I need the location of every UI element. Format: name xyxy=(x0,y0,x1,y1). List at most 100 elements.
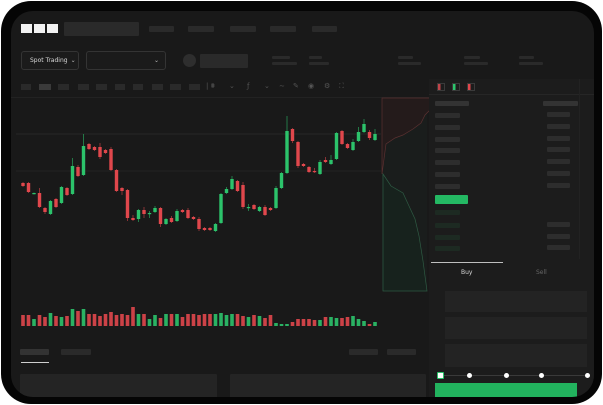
volume-bar xyxy=(296,319,300,326)
candle-body xyxy=(351,142,355,150)
divider xyxy=(11,97,429,98)
candle-body xyxy=(263,207,267,215)
chevron-down-icon[interactable]: ⌄ xyxy=(264,82,270,90)
volume-bar xyxy=(318,320,322,326)
buy-submit-button[interactable] xyxy=(435,383,577,397)
trading-mode-dropdown[interactable]: Spot Trading ⌄ xyxy=(21,51,79,70)
candle-body xyxy=(48,201,53,214)
candle-body xyxy=(98,147,102,157)
candle xyxy=(76,165,80,177)
bid-row-price[interactable] xyxy=(435,223,460,228)
slider-stop-100[interactable] xyxy=(585,373,590,378)
ask-row-price[interactable] xyxy=(435,172,460,177)
timeframe-option[interactable] xyxy=(170,84,181,90)
candle-body xyxy=(257,207,262,211)
ask-row-amount[interactable] xyxy=(547,112,570,117)
candle-body xyxy=(147,213,152,215)
ask-row-amount[interactable] xyxy=(547,136,570,141)
ask-row-amount[interactable] xyxy=(547,147,570,152)
filter-button[interactable] xyxy=(387,349,416,355)
candle-body xyxy=(252,205,256,209)
timeframe-option-active[interactable] xyxy=(39,84,51,90)
fullscreen-icon[interactable]: ⛶ xyxy=(339,82,344,90)
timeframe-option[interactable] xyxy=(78,84,89,90)
nav-item[interactable] xyxy=(188,26,214,32)
candle-body xyxy=(65,188,69,195)
bid-row-price[interactable] xyxy=(435,246,460,251)
tab-history[interactable] xyxy=(61,349,91,355)
candle xyxy=(312,168,317,173)
candle-body xyxy=(114,170,119,191)
ask-row-price[interactable] xyxy=(435,160,460,165)
search-placeholder[interactable] xyxy=(64,22,139,36)
book-bids-icon[interactable] xyxy=(452,83,460,91)
tab-sell[interactable]: Sell xyxy=(536,269,547,276)
ask-row-price[interactable] xyxy=(435,184,460,189)
bid-row-amount[interactable] xyxy=(547,222,570,227)
bid-row-price[interactable] xyxy=(435,235,460,240)
tab-buy[interactable]: Buy xyxy=(461,269,473,276)
volume-bar xyxy=(219,313,223,326)
volume-bar xyxy=(125,315,130,326)
timeframe-option[interactable] xyxy=(115,84,125,90)
slider-stop-50[interactable] xyxy=(504,373,509,378)
stat-label xyxy=(519,56,534,59)
settings-icon[interactable]: ⚙ xyxy=(324,82,331,90)
okx-logo[interactable] xyxy=(21,24,58,33)
timeframe-option[interactable] xyxy=(152,84,163,90)
candle xyxy=(142,207,146,218)
candle xyxy=(345,143,350,149)
coin-avatar xyxy=(183,54,196,67)
slider-stop-25[interactable] xyxy=(467,373,472,378)
timeframe-option[interactable] xyxy=(58,84,69,90)
amount-input[interactable] xyxy=(445,317,587,339)
total-input[interactable] xyxy=(445,344,587,367)
volume-bar xyxy=(70,309,75,326)
ask-row-amount[interactable] xyxy=(547,159,570,164)
ask-row-price[interactable] xyxy=(435,125,460,130)
bid-row-amount[interactable] xyxy=(547,234,570,239)
indicator-icon[interactable]: ƒ xyxy=(247,82,250,90)
ask-row-amount[interactable] xyxy=(547,171,570,176)
tab-open-orders[interactable] xyxy=(20,349,49,355)
filter-button[interactable] xyxy=(349,349,378,355)
timeframe-option[interactable] xyxy=(189,84,200,90)
nav-item[interactable] xyxy=(312,26,337,32)
candle xyxy=(274,186,278,209)
book-both-icon[interactable] xyxy=(437,83,445,91)
volume-bar xyxy=(186,314,190,326)
amount-slider-track[interactable] xyxy=(441,375,590,376)
bid-row-price[interactable] xyxy=(435,210,460,215)
timeframe-option[interactable] xyxy=(133,84,143,90)
price-input[interactable] xyxy=(445,291,587,312)
candle xyxy=(87,143,91,150)
ask-row-price[interactable] xyxy=(435,113,460,118)
line-icon[interactable]: ∼ xyxy=(279,82,285,90)
chevron-down-icon[interactable]: ⌄ xyxy=(229,82,235,90)
camera-icon[interactable]: ◉ xyxy=(308,82,315,90)
slider-stop-75[interactable] xyxy=(539,373,544,378)
volume-bar xyxy=(147,319,152,326)
nav-item[interactable] xyxy=(230,26,256,32)
bid-row-amount[interactable] xyxy=(547,245,570,250)
timeframe-option[interactable] xyxy=(21,84,31,90)
timeframe-option[interactable] xyxy=(96,84,107,90)
candle xyxy=(208,227,212,231)
draw-pencil-icon[interactable]: ✎ xyxy=(293,82,299,90)
volume-bar xyxy=(345,317,350,326)
book-asks-icon[interactable] xyxy=(467,83,475,91)
ask-row-price[interactable] xyxy=(435,148,460,153)
nav-item[interactable] xyxy=(149,26,174,32)
candle-body xyxy=(290,129,295,141)
amount-slider-handle[interactable] xyxy=(437,372,444,379)
ask-row-amount[interactable] xyxy=(547,183,570,188)
nav-item[interactable] xyxy=(270,26,296,32)
volume-bar xyxy=(274,323,278,326)
candle xyxy=(296,141,300,168)
last-price-highlight[interactable] xyxy=(435,195,468,204)
pair-dropdown[interactable]: ⌄ xyxy=(86,51,166,70)
candlestick-chart[interactable] xyxy=(11,11,431,341)
chart-type-icon[interactable]: ⩩ xyxy=(211,82,215,90)
ask-row-price[interactable] xyxy=(435,137,460,142)
ask-row-amount[interactable] xyxy=(547,124,570,129)
